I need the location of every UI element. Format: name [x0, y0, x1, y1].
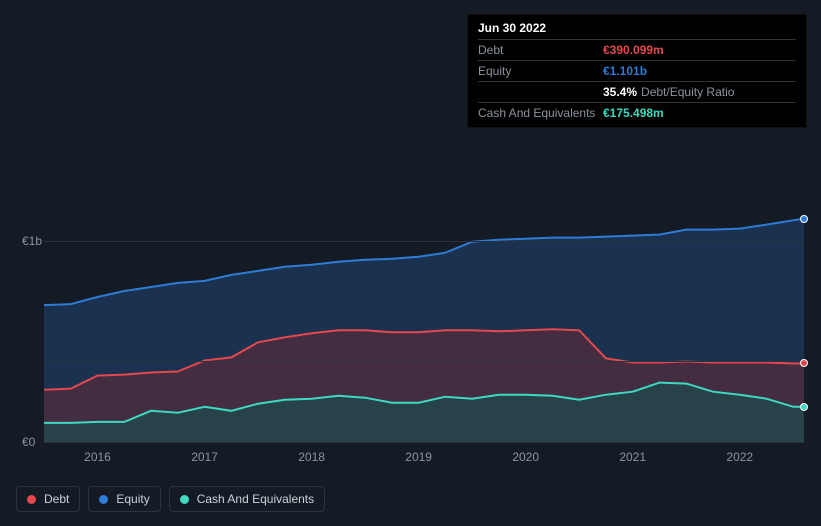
tooltip-row-cash: Cash And Equivalents €175.498m [478, 102, 796, 123]
legend-item-debt[interactable]: Debt [16, 486, 80, 512]
tooltip-row-ratio: 35.4%Debt/Equity Ratio [478, 81, 796, 102]
legend-swatch [99, 495, 108, 504]
legend-item-cash[interactable]: Cash And Equivalents [169, 486, 325, 512]
tooltip-label: Debt [478, 43, 603, 57]
x-axis-label: 2021 [619, 450, 646, 464]
gridline [44, 241, 804, 242]
legend-label: Equity [116, 492, 149, 506]
legend-label: Cash And Equivalents [197, 492, 314, 506]
legend-swatch [27, 495, 36, 504]
x-axis-label: 2017 [191, 450, 218, 464]
series-marker-cash [800, 403, 808, 411]
tooltip-value: €175.498m [603, 106, 664, 120]
tooltip-label: Equity [478, 64, 603, 78]
chart-plot-area[interactable] [44, 140, 804, 442]
chart-tooltip: Jun 30 2022 Debt €390.099m Equity €1.101… [467, 14, 807, 128]
tooltip-value: €390.099m [603, 43, 664, 57]
tooltip-row-equity: Equity €1.101b [478, 60, 796, 81]
chart-container: Jun 30 2022 Debt €390.099m Equity €1.101… [0, 0, 821, 526]
y-axis-label: €0 [22, 435, 35, 449]
x-axis-label: 2019 [405, 450, 432, 464]
series-marker-debt [800, 359, 808, 367]
x-axis-label: 2022 [726, 450, 753, 464]
x-axis-label: 2018 [298, 450, 325, 464]
gridline [44, 442, 804, 443]
legend-swatch [180, 495, 189, 504]
tooltip-value: €1.101b [603, 64, 647, 78]
tooltip-row-debt: Debt €390.099m [478, 39, 796, 60]
tooltip-value: 35.4%Debt/Equity Ratio [603, 85, 734, 99]
tooltip-label [478, 85, 603, 99]
legend-label: Debt [44, 492, 69, 506]
x-axis-label: 2020 [512, 450, 539, 464]
tooltip-label: Cash And Equivalents [478, 106, 603, 120]
y-axis-label: €1b [22, 234, 42, 248]
series-marker-equity [800, 215, 808, 223]
chart-legend: Debt Equity Cash And Equivalents [16, 486, 325, 512]
x-axis-label: 2016 [84, 450, 111, 464]
gridline [44, 361, 804, 362]
legend-item-equity[interactable]: Equity [88, 486, 160, 512]
tooltip-date: Jun 30 2022 [478, 21, 796, 39]
